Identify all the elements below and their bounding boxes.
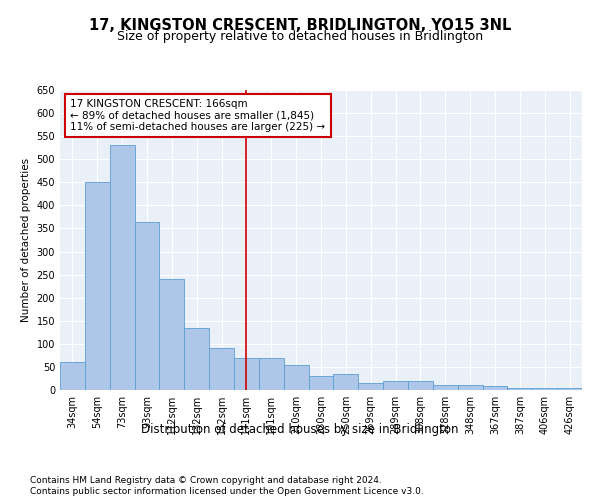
Bar bbox=[408, 381, 433, 390]
Bar bbox=[60, 362, 85, 390]
Bar bbox=[85, 182, 110, 390]
Text: Distribution of detached houses by size in Bridlington: Distribution of detached houses by size … bbox=[141, 422, 459, 436]
Bar bbox=[209, 348, 234, 390]
Text: Contains HM Land Registry data © Crown copyright and database right 2024.: Contains HM Land Registry data © Crown c… bbox=[30, 476, 382, 485]
Text: 17, KINGSTON CRESCENT, BRIDLINGTON, YO15 3NL: 17, KINGSTON CRESCENT, BRIDLINGTON, YO15… bbox=[89, 18, 511, 32]
Bar bbox=[234, 358, 259, 390]
Bar bbox=[134, 222, 160, 390]
Y-axis label: Number of detached properties: Number of detached properties bbox=[21, 158, 31, 322]
Bar bbox=[284, 364, 308, 390]
Bar bbox=[110, 146, 134, 390]
Bar bbox=[358, 383, 383, 390]
Text: Size of property relative to detached houses in Bridlington: Size of property relative to detached ho… bbox=[117, 30, 483, 43]
Bar bbox=[458, 386, 482, 390]
Bar bbox=[383, 381, 408, 390]
Text: Contains public sector information licensed under the Open Government Licence v3: Contains public sector information licen… bbox=[30, 488, 424, 496]
Bar bbox=[433, 386, 458, 390]
Bar bbox=[259, 358, 284, 390]
Text: 17 KINGSTON CRESCENT: 166sqm
← 89% of detached houses are smaller (1,845)
11% of: 17 KINGSTON CRESCENT: 166sqm ← 89% of de… bbox=[70, 99, 326, 132]
Bar bbox=[557, 388, 582, 390]
Bar bbox=[160, 279, 184, 390]
Bar bbox=[308, 376, 334, 390]
Bar bbox=[482, 386, 508, 390]
Bar bbox=[532, 388, 557, 390]
Bar bbox=[508, 388, 532, 390]
Bar bbox=[334, 374, 358, 390]
Bar bbox=[184, 328, 209, 390]
